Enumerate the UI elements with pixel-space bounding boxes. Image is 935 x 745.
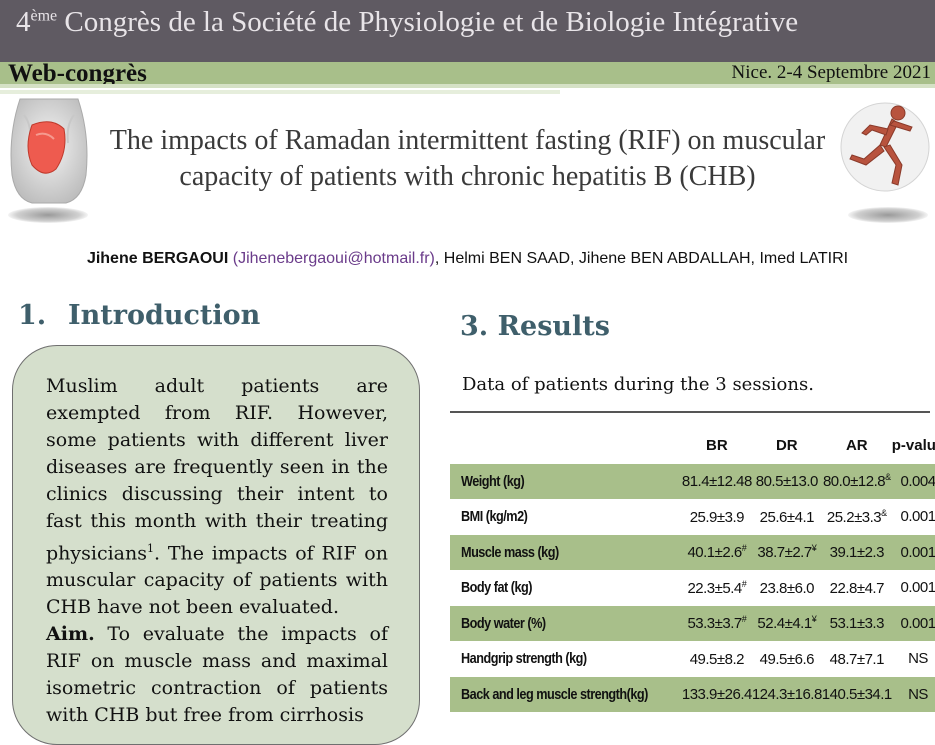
web-congress-bar: Web-congrès Nice. 2-4 Septembre 2021 bbox=[0, 60, 935, 87]
intro-paragraph: Muslim adult patients are exempted from … bbox=[46, 375, 388, 565]
table-caption: Data of patients during the 3 sessions. bbox=[462, 374, 814, 395]
br-value: 53.3±3.7# bbox=[681, 605, 752, 641]
image-shadow bbox=[8, 207, 88, 223]
divider-line bbox=[0, 84, 935, 88]
ar-value: 22.8±4.7 bbox=[829, 579, 885, 597]
row-label: Weight (kg) bbox=[450, 463, 682, 499]
congress-name: Congrès de la Société de Physiologie et … bbox=[57, 6, 799, 38]
introduction-text: Muslim adult patients are exempted from … bbox=[46, 373, 388, 729]
table-row: Body fat (kg) 22.3±5.4# 23.8±6.0 22.8±4.… bbox=[450, 570, 935, 606]
co-authors: , Helmi BEN SAAD, Jihene BEN ABDALLAH, I… bbox=[434, 250, 849, 267]
dr-value: 124.3±16.8 bbox=[751, 676, 822, 712]
congress-date: Nice. 2-4 Septembre 2021 bbox=[731, 62, 931, 83]
aim-text: To evaluate the impacts of RIF on muscle… bbox=[46, 623, 388, 727]
row-label: Body fat (kg) bbox=[461, 579, 532, 597]
ar-value: 39.1±2.3 bbox=[821, 534, 892, 570]
congress-title: 4ème Congrès de la Société de Physiologi… bbox=[16, 6, 798, 39]
dr-value: 23.8±6.0 bbox=[759, 579, 815, 597]
table-row: Back and leg muscle strength(kg) 133.9±2… bbox=[450, 676, 935, 712]
br-value: 81.4±12.48 bbox=[681, 463, 752, 499]
ordinal-suffix: ème bbox=[30, 7, 58, 25]
table-row: Weight (kg) 81.4±12.48 80.5±13.0 80.0±12… bbox=[450, 463, 935, 499]
br-value: 22.3±5.4# bbox=[687, 578, 747, 597]
br-value: 40.1±2.6# bbox=[681, 534, 752, 570]
poster-title: The impacts of Ramadan intermittent fast… bbox=[109, 125, 826, 192]
introduction-box bbox=[12, 345, 420, 745]
table-top-rule bbox=[450, 411, 930, 413]
p-value: NS bbox=[891, 676, 935, 712]
aim-label: Aim. bbox=[46, 623, 95, 646]
ar-value: 53.1±3.3 bbox=[821, 605, 892, 641]
ordinal-number: 4 bbox=[16, 6, 31, 38]
ar-value: 48.7±7.1 bbox=[829, 650, 885, 668]
web-congress-label: Web-congrès bbox=[8, 60, 147, 87]
p-value: 0.001 bbox=[891, 534, 935, 570]
dr-value: 49.5±6.6 bbox=[759, 650, 815, 668]
br-value: 25.9±3.9 bbox=[689, 508, 745, 526]
row-label: Body water (%) bbox=[450, 605, 682, 641]
results-table: BR DR AR p-value Weight (kg) 81.4±12.48 … bbox=[450, 428, 935, 712]
p-value: 0.001 bbox=[900, 579, 935, 597]
intro-paragraph-end: . The impacts of RIF on muscular capacit… bbox=[46, 542, 388, 619]
row-label: Back and leg muscle strength(kg) bbox=[450, 676, 682, 712]
table-row: Muscle mass (kg) 40.1±2.6# 38.7±2.7¥ 39.… bbox=[450, 534, 935, 570]
row-label: BMI (kg/m2) bbox=[461, 508, 528, 526]
first-author: Jihene BERGAOUI bbox=[86, 250, 229, 267]
table-header-row: BR DR AR p-value bbox=[450, 428, 935, 464]
column-header bbox=[450, 428, 682, 464]
ar-value: 25.2±3.3& bbox=[826, 507, 887, 526]
introduction-heading: 1. Introduction bbox=[18, 300, 260, 331]
dr-value: 38.7±2.7¥ bbox=[751, 534, 822, 570]
p-value: 0.004 bbox=[891, 463, 935, 499]
section-number: 1. bbox=[18, 300, 47, 331]
table-row: Body water (%) 53.3±3.7# 52.4±4.1¥ 53.1±… bbox=[450, 605, 935, 641]
ar-value: 80.0±12.8& bbox=[821, 463, 892, 499]
dr-value: 80.5±13.0 bbox=[751, 463, 822, 499]
author-list: Jihene BERGAOUI (Jihenebergaoui@hotmail.… bbox=[0, 250, 935, 268]
divider-line-short bbox=[0, 90, 560, 94]
running-muscle-man-icon bbox=[840, 95, 930, 200]
p-value: 0.001 bbox=[900, 508, 935, 526]
section-title: Introduction bbox=[68, 300, 261, 331]
br-value: 133.9±26.4 bbox=[681, 676, 752, 712]
table-row: Handgrip strength (kg) 49.5±8.2 49.5±6.6… bbox=[450, 641, 935, 677]
dr-value: 25.6±4.1 bbox=[759, 508, 815, 526]
row-label: Muscle mass (kg) bbox=[450, 534, 682, 570]
column-header: p-value bbox=[891, 437, 935, 455]
liver-anatomy-icon bbox=[2, 95, 96, 205]
p-value: 0.001 bbox=[891, 605, 935, 641]
dr-value: 52.4±4.1¥ bbox=[751, 605, 822, 641]
column-header: DR bbox=[775, 437, 798, 455]
image-shadow bbox=[848, 207, 928, 223]
ar-value: 140.5±34.1 bbox=[821, 676, 892, 712]
row-label: Handgrip strength (kg) bbox=[461, 650, 587, 668]
reference-marker: 1 bbox=[147, 542, 154, 555]
p-value: NS bbox=[908, 650, 928, 668]
column-header: BR bbox=[706, 437, 728, 455]
column-header: AR bbox=[845, 437, 868, 455]
results-heading: 3. Results bbox=[460, 311, 610, 342]
author-email: (Jihenebergaoui@hotmail.fr) bbox=[232, 250, 435, 267]
congress-header-bar: 4ème Congrès de la Société de Physiologi… bbox=[0, 0, 935, 62]
br-value: 49.5±8.2 bbox=[689, 650, 745, 668]
table-row: BMI (kg/m2) 25.9±3.9 25.6±4.1 25.2±3.3& … bbox=[450, 499, 935, 535]
